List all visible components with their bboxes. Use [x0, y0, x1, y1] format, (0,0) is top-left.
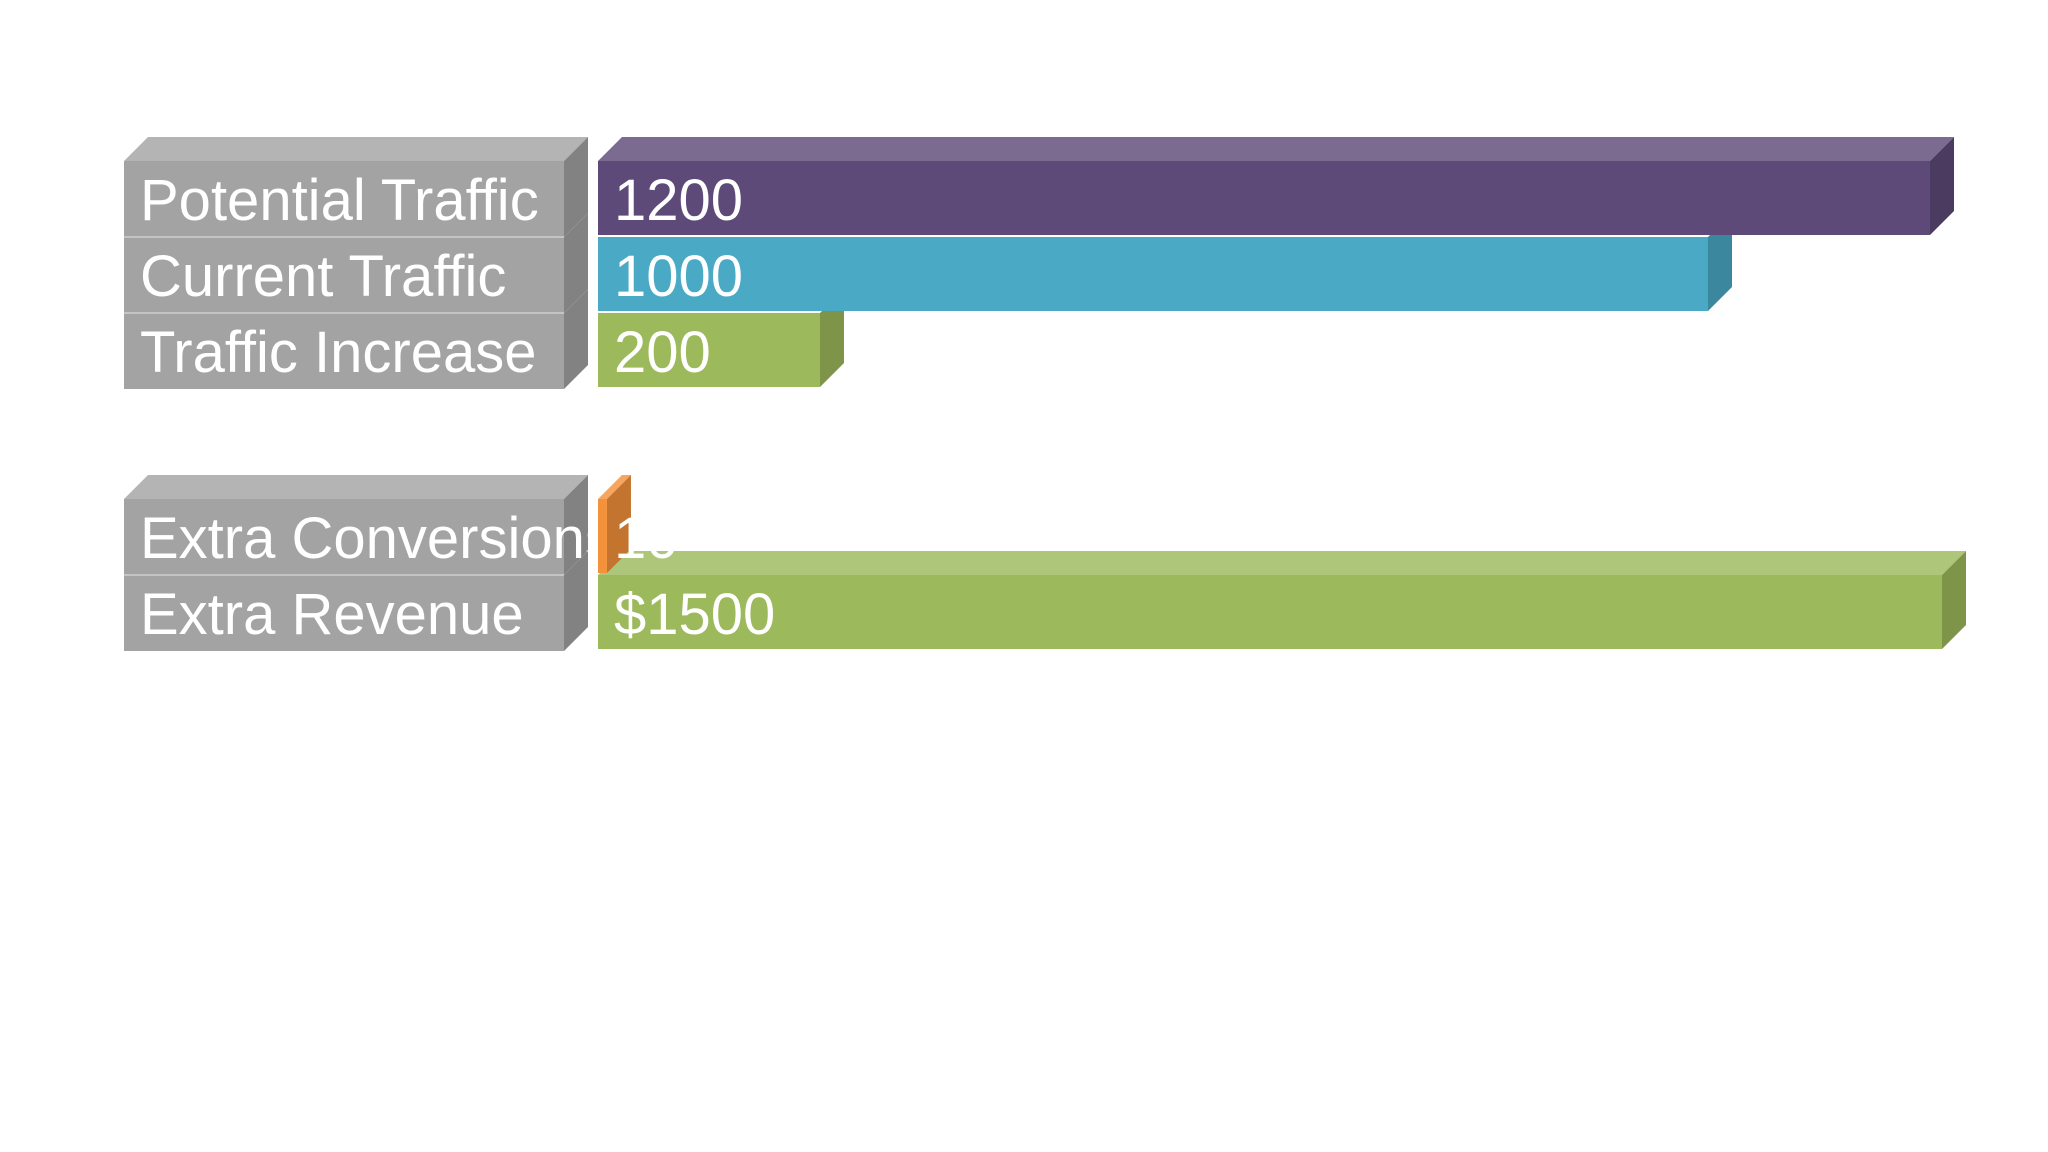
label-box-traffic-increase [124, 289, 588, 389]
bar-potential-traffic [598, 137, 1954, 235]
label-box-traffic-increase-side [564, 289, 588, 389]
value-label-current-traffic: 1000 [614, 244, 743, 309]
label-box-potential-traffic-side [564, 137, 588, 237]
bar-potential-traffic-side [1930, 137, 1954, 235]
bar-traffic-increase-front [598, 313, 820, 387]
label-box-extra-conversions-top [124, 475, 588, 499]
category-label-extra-revenue: Extra Revenue [140, 582, 524, 647]
bar-extra-revenue [598, 551, 1966, 649]
bar-extra-conversions-front [598, 499, 607, 573]
bar-potential-traffic-top [598, 137, 1954, 161]
label-box-extra-conversions [124, 475, 588, 575]
label-box-current-traffic-side [564, 213, 588, 313]
label-box-current-traffic [124, 213, 588, 313]
category-label-potential-traffic: Potential Traffic [140, 168, 539, 233]
label-box-traffic-increase-front [124, 313, 564, 389]
label-box-extra-conversions-side [564, 475, 588, 575]
value-label-potential-traffic: 1200 [614, 168, 743, 233]
bar-current-traffic [598, 213, 1732, 311]
bar-extra-revenue-top [598, 551, 1966, 575]
bar-extra-conversions [598, 475, 631, 573]
bar-potential-traffic-front [598, 161, 1930, 235]
bar-traffic-increase [598, 289, 844, 387]
bar-extra-conversions-top [598, 475, 631, 499]
label-box-potential-traffic-top [124, 137, 588, 161]
bar-current-traffic-front [598, 237, 1708, 311]
bars: 1200 1000 200 10 $1500 [598, 137, 1966, 649]
category-label-current-traffic: Current Traffic [140, 244, 506, 309]
label-box-extra-revenue-front [124, 575, 564, 651]
label-box-extra-revenue-side [564, 551, 588, 651]
bar-extra-revenue-front [598, 575, 1942, 649]
label-box-current-traffic-front [124, 237, 564, 313]
bar-extra-conversions-side [606, 475, 631, 573]
category-label-extra-conversions: Extra Conversions [140, 506, 614, 571]
label-box-potential-traffic-front [124, 161, 564, 237]
value-label-extra-revenue: $1500 [614, 582, 775, 647]
label-box-extra-conversions-front [124, 499, 564, 575]
bar-traffic-increase-side [820, 289, 844, 387]
bar-current-traffic-side [1708, 213, 1732, 311]
category-label-traffic-increase: Traffic Increase [140, 320, 536, 385]
value-label-extra-conversions: 10 [614, 506, 679, 571]
category-labels: Potential Traffic Current Traffic Traffic … [124, 137, 614, 651]
label-box-potential-traffic [124, 137, 588, 237]
value-label-traffic-increase: 200 [614, 320, 711, 385]
label-box-extra-revenue [124, 551, 588, 651]
bar-extra-revenue-side [1942, 551, 1966, 649]
